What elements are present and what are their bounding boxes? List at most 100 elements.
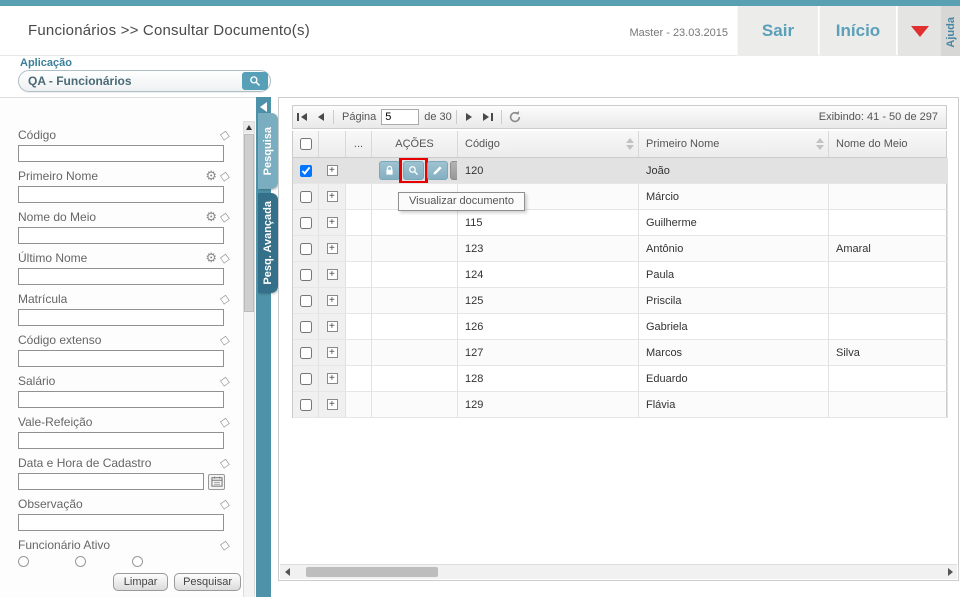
radio-group	[18, 556, 230, 567]
gear-icon[interactable]: ⚙	[205, 250, 217, 265]
tab-pesquisa-avancada[interactable]: Pesq. Avançada	[258, 193, 278, 293]
scrollbar-thumb[interactable]	[244, 134, 254, 312]
radio-button[interactable]	[18, 556, 29, 567]
radio-button[interactable]	[75, 556, 86, 567]
field-input[interactable]	[18, 186, 224, 203]
last-page-button[interactable]	[479, 108, 497, 126]
table-row[interactable]: 128 Eduardo	[293, 366, 948, 392]
calendar-button[interactable]	[208, 473, 225, 490]
field-input[interactable]	[18, 514, 224, 531]
radio-button[interactable]	[132, 556, 143, 567]
collapse-panel-arrow-icon[interactable]	[260, 102, 267, 112]
expand-row-icon[interactable]	[326, 243, 338, 254]
row-more-button[interactable]	[450, 161, 457, 180]
horizontal-scrollbar-thumb[interactable]	[306, 567, 438, 577]
expand-row-icon[interactable]	[326, 295, 338, 306]
row-dots-cell	[346, 288, 372, 314]
codigo-cell	[458, 184, 639, 210]
clear-field-diamond-icon[interactable]: ◇	[218, 290, 230, 307]
page-number-input[interactable]	[381, 109, 420, 125]
row-checkbox[interactable]	[299, 164, 312, 177]
application-combo[interactable]: QA - Funcionários	[18, 70, 271, 92]
field-input[interactable]	[18, 145, 224, 162]
field-input[interactable]	[18, 227, 224, 244]
row-checkbox[interactable]	[299, 398, 312, 411]
table-row[interactable]: 127 Marcos Silva	[293, 340, 948, 366]
alerts-dropdown-button[interactable]	[897, 6, 942, 56]
tab-pesquisa[interactable]: Pesquisa	[258, 113, 278, 189]
row-expand-cell	[319, 158, 346, 184]
clear-field-diamond-icon[interactable]: ◇	[218, 128, 230, 143]
table-row[interactable]: 123 Antônio Amaral	[293, 236, 948, 262]
primeiro-nome-column-header[interactable]: Primeiro Nome	[639, 131, 829, 157]
row-edit-button[interactable]	[427, 161, 448, 180]
field-input[interactable]	[18, 391, 224, 408]
home-button[interactable]: Início	[819, 6, 896, 56]
clear-field-diamond-icon[interactable]: ◇	[218, 536, 230, 553]
table-row[interactable]: 120 João	[293, 158, 948, 184]
table-row[interactable]: 126 Gabriela	[293, 314, 948, 340]
clear-field-diamond-icon[interactable]: ◇	[218, 495, 230, 512]
clear-field-diamond-icon[interactable]: ◇	[218, 331, 230, 348]
clear-field-diamond-icon[interactable]: ◇	[218, 372, 230, 389]
clear-field-diamond-icon[interactable]: ◇	[218, 413, 230, 430]
field-input[interactable]	[18, 309, 224, 326]
table-row[interactable]: 124 Paula	[293, 262, 948, 288]
nome-meio-cell	[829, 262, 948, 288]
codigo-column-header[interactable]: Código	[458, 131, 639, 157]
row-view-document-button[interactable]	[403, 161, 424, 180]
field-input[interactable]	[18, 473, 204, 490]
row-checkbox[interactable]	[299, 242, 312, 255]
field-input[interactable]	[18, 268, 224, 285]
field-input[interactable]	[18, 350, 224, 367]
clear-field-diamond-icon[interactable]: ◇	[218, 167, 230, 184]
scroll-up-arrow-icon[interactable]	[244, 122, 254, 133]
table-row[interactable]: 125 Priscila	[293, 288, 948, 314]
gear-icon[interactable]: ⚙	[205, 168, 217, 183]
row-checkbox[interactable]	[299, 320, 312, 333]
refresh-button[interactable]	[506, 108, 524, 126]
row-checkbox[interactable]	[299, 346, 312, 359]
nome-meio-column-header[interactable]: Nome do Meio	[829, 131, 948, 157]
expand-row-icon[interactable]	[326, 165, 338, 176]
row-checkbox[interactable]	[299, 294, 312, 307]
scroll-left-arrow-icon[interactable]	[280, 565, 294, 579]
row-checkbox[interactable]	[299, 216, 312, 229]
expand-row-icon[interactable]	[326, 373, 338, 384]
expand-row-icon[interactable]	[326, 191, 338, 202]
primeiro-nome-cell: Guilherme	[639, 210, 829, 236]
clear-button[interactable]: Limpar	[113, 573, 169, 591]
sidebar-scrollbar[interactable]	[243, 121, 255, 597]
row-lock-button[interactable]	[379, 161, 400, 180]
select-all-checkbox[interactable]	[299, 138, 312, 150]
expand-row-icon[interactable]	[326, 217, 338, 228]
clear-field-diamond-icon[interactable]: ◇	[218, 454, 230, 471]
help-tab[interactable]: Ajuda	[941, 6, 960, 59]
table-row[interactable]: 115 Guilherme	[293, 210, 948, 236]
previous-page-button[interactable]	[311, 108, 329, 126]
application-search-button[interactable]	[242, 72, 268, 90]
row-checkbox[interactable]	[299, 372, 312, 385]
first-page-button[interactable]	[293, 108, 311, 126]
logout-button[interactable]: Sair	[737, 6, 818, 56]
scroll-right-arrow-icon[interactable]	[943, 565, 957, 579]
expand-row-icon[interactable]	[326, 321, 338, 332]
clear-field-diamond-icon[interactable]: ◇	[218, 208, 230, 225]
next-page-button[interactable]	[461, 108, 479, 126]
grid-header-row: ... AÇÕES Código Primeiro Nome Nome do M…	[292, 131, 947, 158]
search-submit-button[interactable]: Pesquisar	[174, 573, 241, 591]
field-input[interactable]	[18, 432, 224, 449]
sort-icon[interactable]	[816, 138, 824, 150]
clear-field-diamond-icon[interactable]: ◇	[218, 249, 230, 266]
row-checkbox[interactable]	[299, 268, 312, 281]
expand-row-icon[interactable]	[326, 347, 338, 358]
horizontal-scrollbar[interactable]	[280, 564, 957, 579]
expand-row-icon[interactable]	[326, 269, 338, 280]
last-page-icon	[482, 113, 493, 121]
row-checkbox[interactable]	[299, 190, 312, 203]
expand-row-icon[interactable]	[326, 399, 338, 410]
table-row[interactable]: Márcio	[293, 184, 948, 210]
table-row[interactable]: 129 Flávia	[293, 392, 948, 418]
sort-icon[interactable]	[626, 138, 634, 150]
gear-icon[interactable]: ⚙	[205, 209, 217, 224]
